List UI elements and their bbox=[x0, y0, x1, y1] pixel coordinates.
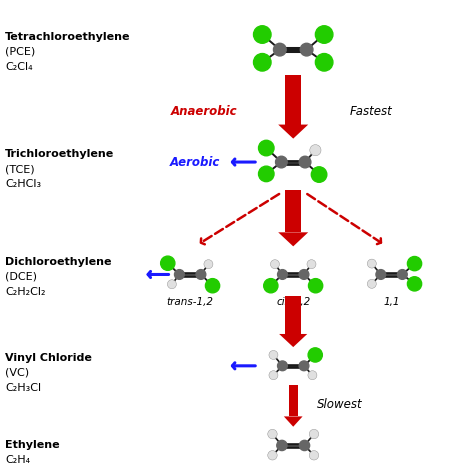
Polygon shape bbox=[278, 232, 308, 246]
Text: (DCE): (DCE) bbox=[5, 272, 37, 282]
Polygon shape bbox=[289, 384, 298, 417]
Circle shape bbox=[269, 371, 278, 380]
Text: (PCE): (PCE) bbox=[5, 47, 36, 57]
Text: Fastest: Fastest bbox=[349, 105, 392, 118]
Text: cis-1,2: cis-1,2 bbox=[276, 297, 310, 307]
Circle shape bbox=[408, 277, 422, 291]
Circle shape bbox=[161, 256, 175, 270]
Circle shape bbox=[205, 279, 219, 293]
Polygon shape bbox=[284, 417, 302, 427]
Circle shape bbox=[254, 26, 271, 43]
Text: C₂H₄: C₂H₄ bbox=[5, 455, 30, 465]
Polygon shape bbox=[278, 125, 308, 138]
Circle shape bbox=[307, 260, 316, 269]
Polygon shape bbox=[285, 190, 301, 232]
Circle shape bbox=[300, 440, 310, 451]
Circle shape bbox=[315, 26, 333, 43]
Circle shape bbox=[273, 43, 286, 56]
Text: Aerobic: Aerobic bbox=[170, 155, 220, 169]
Text: (VC): (VC) bbox=[5, 368, 29, 378]
Polygon shape bbox=[285, 75, 301, 125]
Circle shape bbox=[367, 279, 376, 288]
Circle shape bbox=[311, 167, 327, 182]
Text: Dichloroethylene: Dichloroethylene bbox=[5, 257, 111, 267]
Text: C₂Cl₄: C₂Cl₄ bbox=[5, 62, 33, 72]
Text: 1,1: 1,1 bbox=[383, 297, 400, 307]
Polygon shape bbox=[279, 334, 307, 347]
Text: C₂H₂Cl₂: C₂H₂Cl₂ bbox=[5, 287, 46, 297]
Circle shape bbox=[271, 260, 280, 269]
Text: trans-1,2: trans-1,2 bbox=[167, 297, 214, 307]
Circle shape bbox=[309, 451, 319, 460]
Text: Anaerobic: Anaerobic bbox=[171, 105, 237, 118]
Text: Ethylene: Ethylene bbox=[5, 440, 60, 450]
Circle shape bbox=[315, 54, 333, 71]
Circle shape bbox=[408, 256, 422, 271]
Circle shape bbox=[299, 156, 311, 168]
Circle shape bbox=[300, 43, 313, 56]
Circle shape bbox=[196, 270, 206, 279]
Circle shape bbox=[258, 166, 274, 182]
Circle shape bbox=[278, 361, 287, 371]
Text: (TCE): (TCE) bbox=[5, 164, 35, 174]
Text: Trichloroethylene: Trichloroethylene bbox=[5, 149, 114, 159]
Text: C₂HCl₃: C₂HCl₃ bbox=[5, 179, 41, 189]
Circle shape bbox=[268, 429, 277, 439]
Circle shape bbox=[309, 279, 323, 293]
Circle shape bbox=[174, 270, 184, 279]
Circle shape bbox=[308, 371, 317, 380]
Circle shape bbox=[309, 429, 319, 439]
Circle shape bbox=[258, 140, 274, 156]
Circle shape bbox=[204, 260, 213, 269]
Text: Slowest: Slowest bbox=[317, 398, 362, 411]
Text: Tetrachloroethylene: Tetrachloroethylene bbox=[5, 32, 131, 42]
Circle shape bbox=[310, 145, 321, 156]
Polygon shape bbox=[285, 296, 301, 334]
Circle shape bbox=[167, 280, 176, 289]
Circle shape bbox=[268, 451, 277, 460]
Circle shape bbox=[398, 270, 407, 279]
Circle shape bbox=[376, 270, 386, 279]
Circle shape bbox=[275, 156, 287, 168]
Circle shape bbox=[367, 259, 376, 268]
Circle shape bbox=[264, 279, 278, 293]
Circle shape bbox=[278, 270, 287, 279]
Circle shape bbox=[308, 348, 322, 362]
Circle shape bbox=[299, 361, 309, 371]
Circle shape bbox=[269, 350, 278, 359]
Circle shape bbox=[299, 270, 309, 279]
Text: C₂H₃Cl: C₂H₃Cl bbox=[5, 383, 41, 393]
Circle shape bbox=[254, 54, 271, 71]
Circle shape bbox=[277, 440, 287, 451]
Text: Vinyl Chloride: Vinyl Chloride bbox=[5, 353, 92, 363]
